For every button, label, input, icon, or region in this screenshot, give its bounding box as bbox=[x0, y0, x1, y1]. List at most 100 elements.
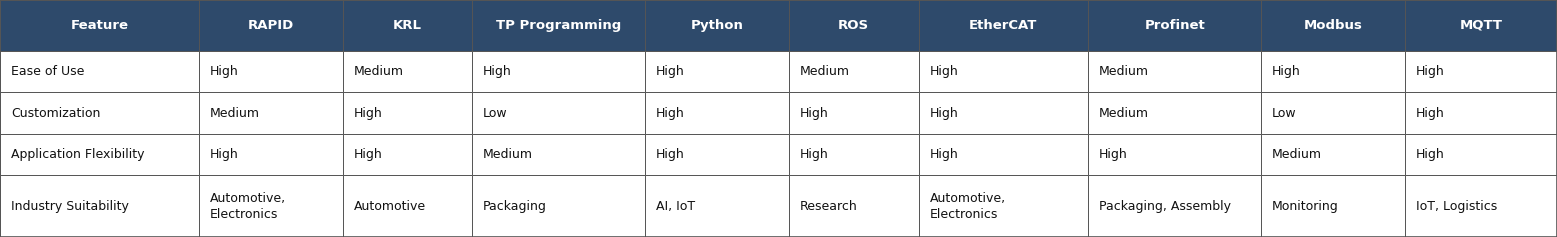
Bar bbox=[1261, 92, 1404, 134]
Bar bbox=[199, 51, 343, 92]
Text: Customization: Customization bbox=[11, 107, 100, 120]
Text: Medium: Medium bbox=[1099, 107, 1149, 120]
Bar bbox=[1404, 175, 1557, 237]
Bar bbox=[1404, 51, 1557, 92]
Bar bbox=[343, 0, 472, 51]
Bar bbox=[199, 175, 343, 237]
Bar bbox=[789, 92, 919, 134]
Text: High: High bbox=[1415, 148, 1445, 161]
Text: High: High bbox=[1415, 65, 1445, 78]
Bar bbox=[343, 175, 472, 237]
Text: High: High bbox=[353, 107, 381, 120]
Text: High: High bbox=[800, 148, 828, 161]
Text: High: High bbox=[1415, 107, 1445, 120]
Text: Medium: Medium bbox=[210, 107, 260, 120]
Bar bbox=[472, 175, 645, 237]
Bar bbox=[343, 51, 472, 92]
Bar bbox=[1088, 92, 1261, 134]
Bar bbox=[1261, 134, 1404, 175]
Text: High: High bbox=[800, 107, 828, 120]
Text: High: High bbox=[655, 65, 685, 78]
Text: High: High bbox=[655, 148, 685, 161]
Text: Automotive,
Electronics: Automotive, Electronics bbox=[210, 192, 286, 221]
Bar bbox=[919, 175, 1088, 237]
Text: Python: Python bbox=[691, 19, 744, 32]
Bar bbox=[343, 92, 472, 134]
Text: Packaging, Assembly: Packaging, Assembly bbox=[1099, 200, 1232, 213]
Bar bbox=[645, 0, 789, 51]
Bar bbox=[343, 134, 472, 175]
Bar bbox=[472, 134, 645, 175]
Text: Feature: Feature bbox=[70, 19, 129, 32]
Text: High: High bbox=[483, 65, 512, 78]
Text: Modbus: Modbus bbox=[1303, 19, 1362, 32]
Text: Medium: Medium bbox=[483, 148, 532, 161]
Text: Medium: Medium bbox=[1272, 148, 1322, 161]
Text: High: High bbox=[210, 148, 238, 161]
Text: High: High bbox=[930, 107, 958, 120]
Text: RAPID: RAPID bbox=[248, 19, 294, 32]
Bar bbox=[1088, 0, 1261, 51]
Text: High: High bbox=[210, 65, 238, 78]
Text: High: High bbox=[353, 148, 381, 161]
Text: High: High bbox=[655, 107, 685, 120]
Bar bbox=[1261, 51, 1404, 92]
Text: Medium: Medium bbox=[800, 65, 850, 78]
Bar bbox=[199, 134, 343, 175]
Bar bbox=[645, 92, 789, 134]
Text: Low: Low bbox=[483, 107, 508, 120]
Text: Application Flexibility: Application Flexibility bbox=[11, 148, 145, 161]
Text: TP Programming: TP Programming bbox=[497, 19, 621, 32]
Text: Monitoring: Monitoring bbox=[1272, 200, 1339, 213]
Bar bbox=[1088, 51, 1261, 92]
Text: Industry Suitability: Industry Suitability bbox=[11, 200, 129, 213]
Text: AI, IoT: AI, IoT bbox=[655, 200, 696, 213]
Bar bbox=[199, 92, 343, 134]
Text: Medium: Medium bbox=[1099, 65, 1149, 78]
Bar bbox=[919, 92, 1088, 134]
Bar bbox=[1088, 134, 1261, 175]
Bar bbox=[1404, 0, 1557, 51]
Bar bbox=[645, 51, 789, 92]
Bar bbox=[789, 0, 919, 51]
Bar bbox=[919, 0, 1088, 51]
Bar bbox=[472, 92, 645, 134]
Bar bbox=[0, 0, 199, 51]
Bar bbox=[919, 134, 1088, 175]
Bar bbox=[472, 51, 645, 92]
Bar bbox=[789, 51, 919, 92]
Text: High: High bbox=[1099, 148, 1127, 161]
Text: ROS: ROS bbox=[838, 19, 869, 32]
Bar bbox=[1404, 92, 1557, 134]
Bar bbox=[1404, 134, 1557, 175]
Text: Medium: Medium bbox=[353, 65, 403, 78]
Text: Packaging: Packaging bbox=[483, 200, 547, 213]
Bar bbox=[199, 0, 343, 51]
Text: Automotive: Automotive bbox=[353, 200, 425, 213]
Text: Low: Low bbox=[1272, 107, 1297, 120]
Bar bbox=[1261, 175, 1404, 237]
Text: Research: Research bbox=[800, 200, 858, 213]
Text: Ease of Use: Ease of Use bbox=[11, 65, 84, 78]
Text: High: High bbox=[1272, 65, 1300, 78]
Bar bbox=[1088, 175, 1261, 237]
Bar bbox=[0, 92, 199, 134]
Bar bbox=[1261, 0, 1404, 51]
Text: EtherCAT: EtherCAT bbox=[968, 19, 1037, 32]
Bar bbox=[789, 134, 919, 175]
Bar bbox=[0, 51, 199, 92]
Bar bbox=[789, 175, 919, 237]
Bar bbox=[0, 175, 199, 237]
Bar bbox=[472, 0, 645, 51]
Bar bbox=[0, 134, 199, 175]
Text: IoT, Logistics: IoT, Logistics bbox=[1415, 200, 1496, 213]
Bar bbox=[919, 51, 1088, 92]
Bar bbox=[645, 134, 789, 175]
Text: KRL: KRL bbox=[392, 19, 422, 32]
Text: High: High bbox=[930, 148, 958, 161]
Bar bbox=[645, 175, 789, 237]
Text: Profinet: Profinet bbox=[1144, 19, 1205, 32]
Text: High: High bbox=[930, 65, 958, 78]
Text: Automotive,
Electronics: Automotive, Electronics bbox=[930, 192, 1006, 221]
Text: MQTT: MQTT bbox=[1459, 19, 1503, 32]
